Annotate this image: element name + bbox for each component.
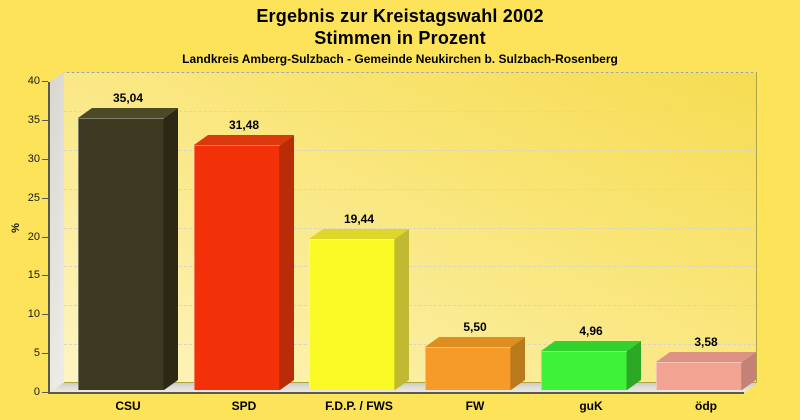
gridline-40 (64, 72, 756, 73)
bar-top-face-f-d-p-fws (309, 229, 409, 239)
bar-front-face-f-d-p-fws (309, 239, 395, 390)
category-label-spd: SPD (231, 399, 257, 413)
gridline-35 (64, 110, 756, 112)
category-label-guk: guK (579, 399, 603, 413)
plot-left-wall-3d (49, 72, 64, 393)
bar-side-face-fw (511, 337, 525, 390)
y-axis-line (48, 82, 50, 394)
bar-top-face-csu (78, 108, 178, 118)
bar-side-face-csu (164, 108, 178, 390)
category-label-csu: CSU (115, 399, 141, 413)
gridline-5 (64, 344, 756, 346)
bar-side-face-guk (627, 341, 641, 390)
chart-title-line2: Stimmen in Prozent (314, 28, 486, 48)
y-tick-label-5: 5 (33, 347, 40, 360)
y-tick-label-15: 15 (27, 269, 40, 282)
y-tick-label-0: 0 (33, 386, 40, 398)
bar-front-face-dp (656, 362, 742, 390)
y-tick-mark-25 (42, 197, 48, 199)
bar-f-d-p-fws (309, 229, 409, 390)
gridline-10 (64, 305, 756, 307)
chart-subtitle: Landkreis Amberg-Sulzbach - Gemeinde Neu… (182, 52, 618, 66)
gridline-25 (64, 188, 756, 190)
bar-side-face-dp (742, 352, 756, 390)
y-tick-label-40: 40 (27, 75, 40, 87)
y-tick-label-25: 25 (27, 191, 40, 204)
y-tick-label-30: 30 (27, 152, 40, 165)
gridline-20 (64, 227, 756, 229)
value-label-f-d-p-fws: 19,44 (343, 212, 375, 226)
category-label-f-d-p-fws: F.D.P. / FWS (325, 399, 393, 413)
y-tick-mark-35 (42, 119, 48, 121)
bar-top-face-spd (194, 135, 294, 145)
y-tick-label-20: 20 (27, 230, 40, 243)
bar-side-face-spd (280, 135, 294, 390)
y-tick-label-35: 35 (27, 113, 40, 126)
bar-csu (78, 108, 178, 390)
value-label-fw: 5,50 (463, 320, 487, 334)
bar-side-face-f-d-p-fws (395, 229, 409, 390)
plot-area (63, 72, 757, 383)
bar-top-face-guk (541, 341, 641, 351)
gridline-15 (64, 266, 756, 268)
chart-header: Ergebnis zur Kreistagswahl 2002 Stimmen … (0, 5, 800, 66)
bar-spd (194, 135, 294, 390)
bar-fw (425, 337, 525, 390)
bar-front-face-fw (425, 347, 511, 390)
bar-front-face-spd (194, 145, 280, 390)
y-tick-mark-15 (42, 275, 48, 277)
y-tick-mark-10 (42, 314, 48, 316)
category-label-fw: FW (465, 399, 485, 413)
bar-front-face-csu (78, 118, 164, 390)
category-label-dp: ödp (695, 399, 717, 413)
bar-top-face-fw (425, 337, 525, 347)
y-tick-mark-20 (42, 236, 48, 238)
chart-title-line1: Ergebnis zur Kreistagswahl 2002 (256, 6, 544, 26)
y-tick-mark-5 (42, 353, 48, 355)
y-tick-mark-40 (42, 81, 48, 82)
value-label-spd: 31,48 (228, 118, 260, 132)
y-tick-mark-0 (42, 392, 48, 393)
bar-front-face-guk (541, 351, 627, 390)
bar-guk (541, 341, 641, 390)
x-axis-line (48, 392, 744, 394)
value-label-dp: 3,58 (694, 335, 718, 349)
value-label-guk: 4,96 (579, 324, 603, 338)
bar-top-face-dp (656, 352, 756, 362)
gridline-30 (64, 149, 756, 151)
bar-dp (656, 352, 756, 390)
y-tick-mark-30 (42, 158, 48, 160)
plot-floor-3d (49, 383, 757, 394)
value-label-csu: 35,04 (112, 91, 144, 105)
y-tick-label-10: 10 (27, 308, 40, 321)
